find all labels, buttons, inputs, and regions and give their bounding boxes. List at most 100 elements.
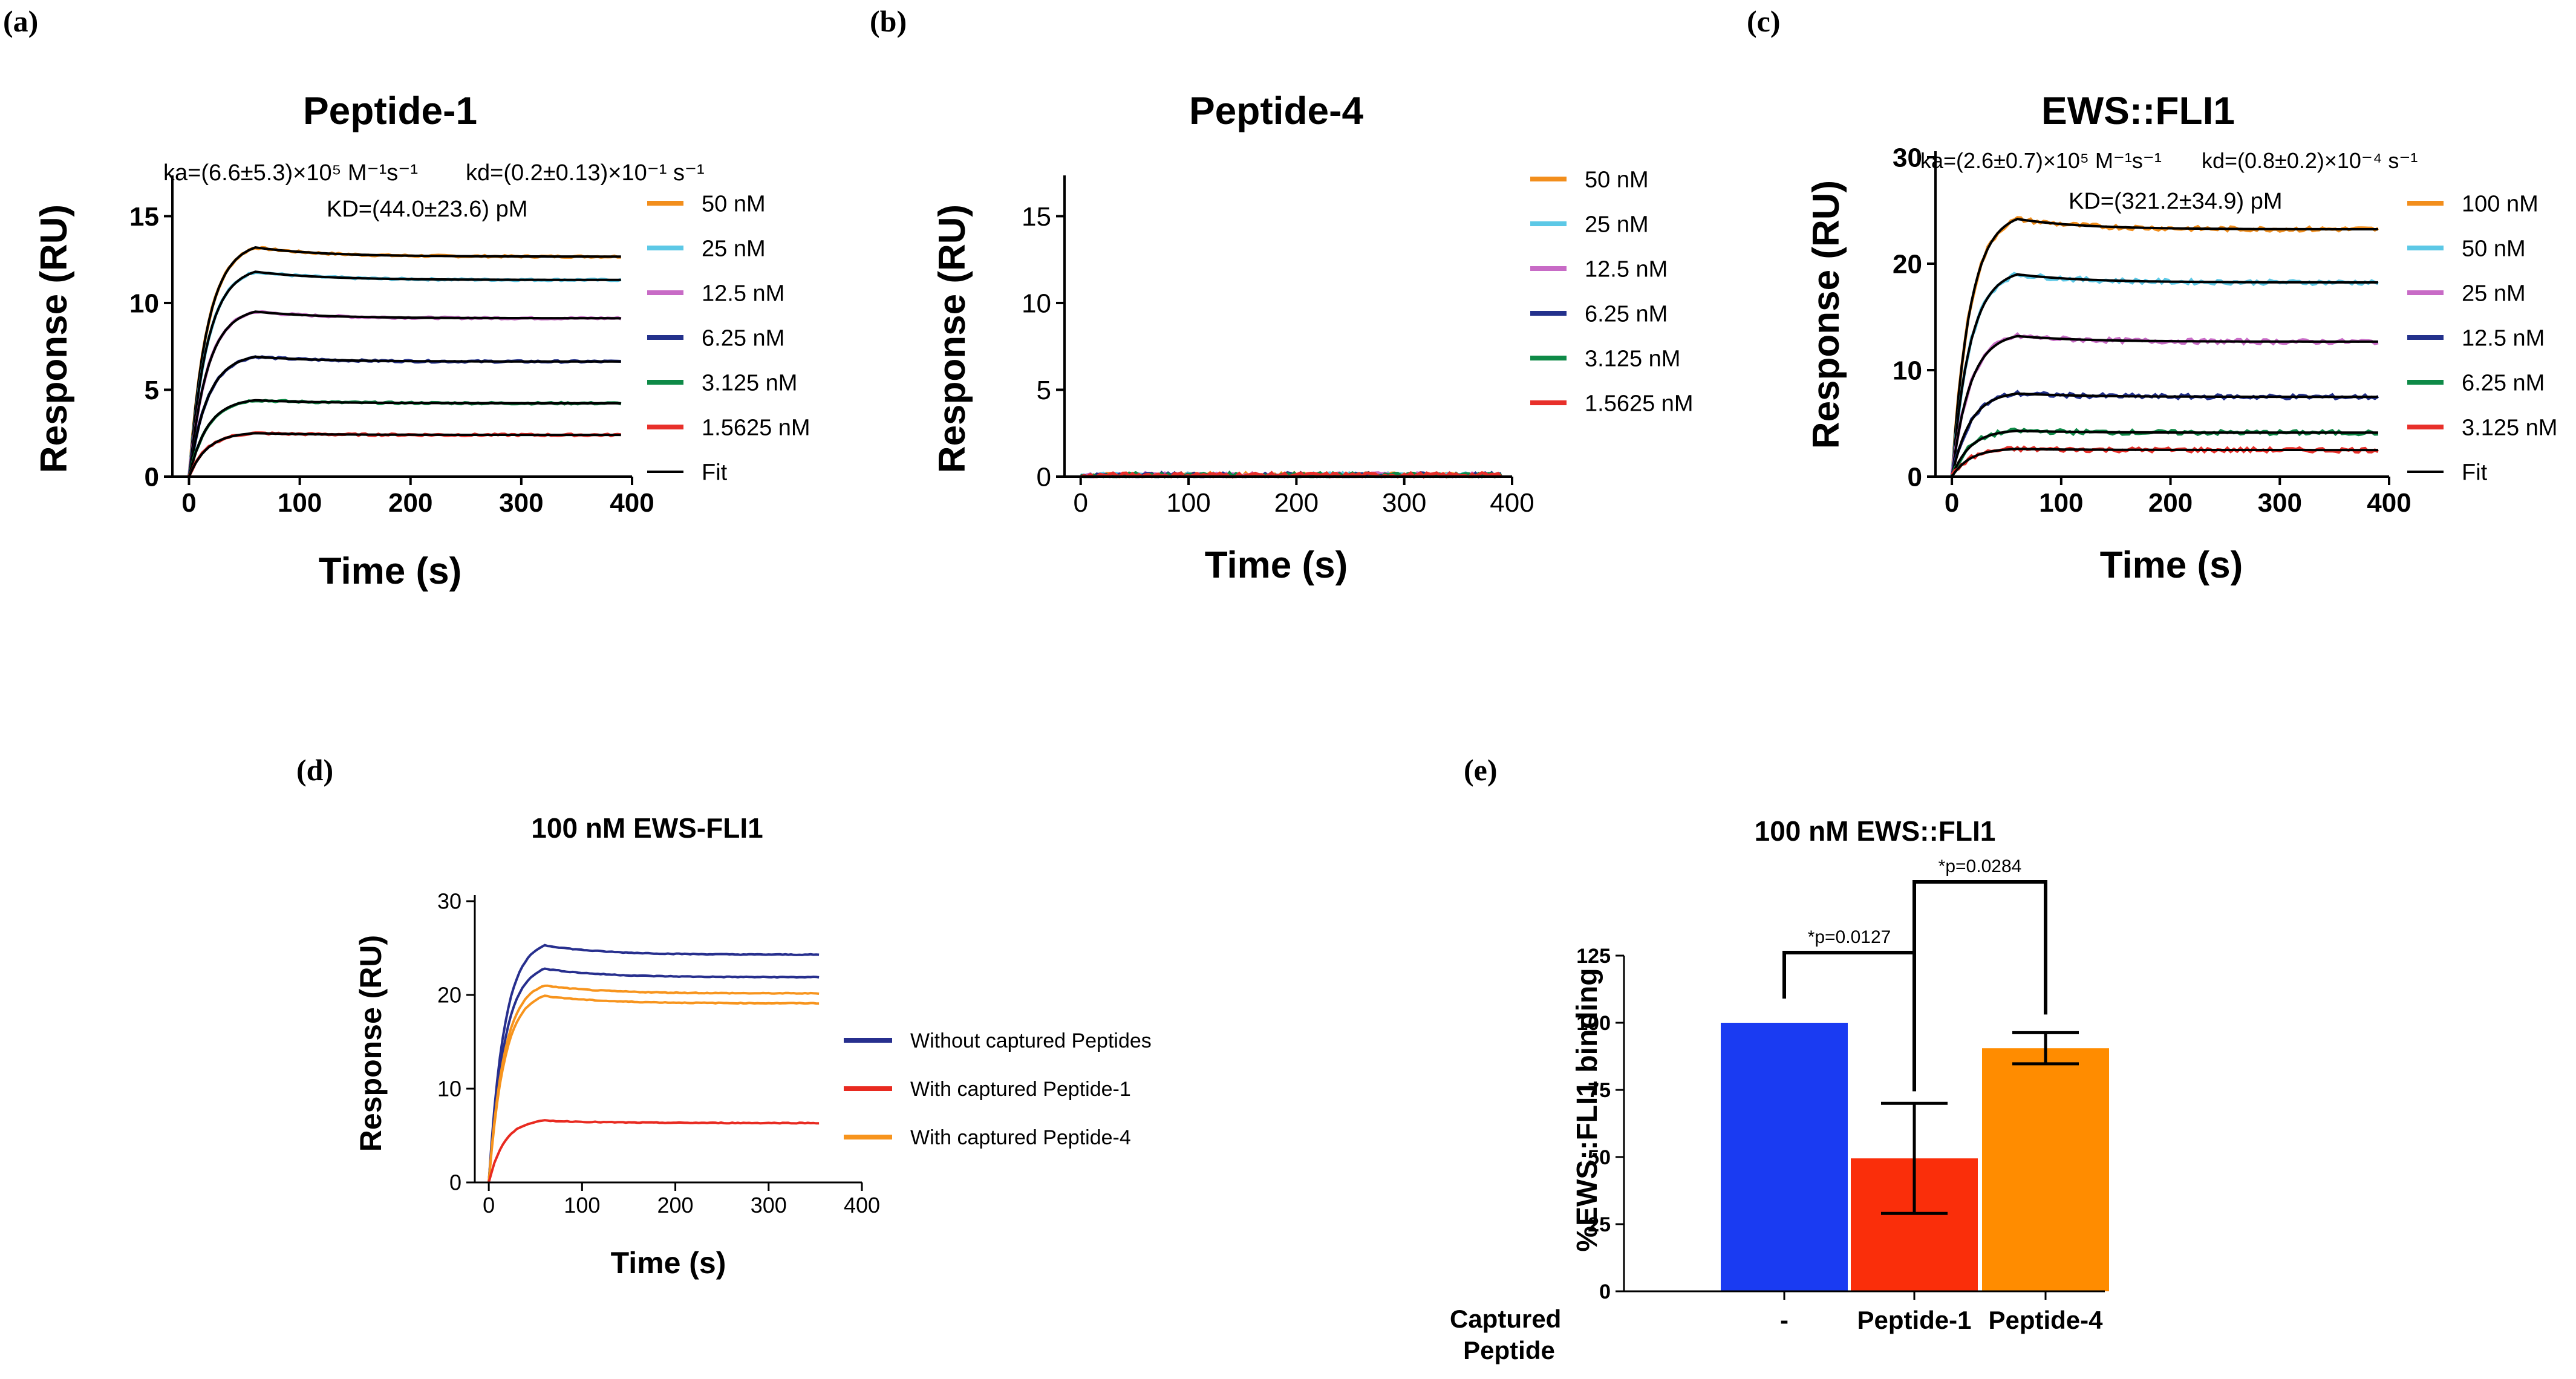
bar [1721,1023,1848,1291]
x-axis-label: Time (s) [611,1246,726,1280]
y-tick-label: 5 [1037,376,1051,405]
y-tick-label: 75 [1588,1079,1611,1102]
x-tick-label: 100 [2039,488,2083,518]
x-tick-label: 300 [499,488,543,518]
chart-title: EWS::FLI1 [2041,89,2235,132]
series-line [187,355,621,477]
chart-title: 100 nM EWS-FLI1 [531,812,763,844]
y-axis-label: %EWS::FLI1 binding [1571,968,1603,1251]
panel-label-a: (a) [3,4,38,38]
series-line [1950,332,2379,475]
y-tick-label: 25 [1588,1213,1611,1236]
fit-line [1951,448,2378,478]
legend-label: 1.5625 nM [702,415,810,440]
x-tick-label: 200 [657,1193,694,1218]
x-axis-label: Time (s) [319,550,462,592]
legend-label: 50 nM [1585,167,1649,192]
legend-label: With captured Peptide-4 [910,1126,1131,1149]
y-tick-label: 125 [1576,945,1611,968]
x-tick-label: 300 [751,1193,787,1218]
y-axis-label: Response (RU) [354,935,388,1152]
legend-label: With captured Peptide-1 [910,1078,1131,1101]
significance-label: *p=0.0127 [1808,927,1891,947]
legend-label: 50 nM [2462,236,2526,261]
series-line [187,431,622,477]
series-line [487,967,820,1182]
x-tick-label: 400 [1490,488,1534,518]
y-tick-label: 100 [1576,1012,1611,1035]
y-tick-label: 30 [1893,143,1922,172]
x-tick-label: 0 [181,488,196,518]
KD-annotation: KD=(44.0±23.6) pM [327,197,527,222]
significance-bracket [1912,880,2047,1092]
series-line [1950,216,2379,477]
fit-line [187,355,621,477]
panel-label-b: (b) [870,4,907,38]
panel-c-chart: EWS::FLI1 ka=(2.6±0.7)×10⁵ M⁻¹s⁻¹ kd=(0.… [1805,89,2557,586]
x-axis-label: Time (s) [1205,544,1348,586]
fit-line [1951,429,2378,477]
x-tick-label: 100 [278,488,322,518]
legend-label: 12.5 nM [2462,325,2545,351]
x-tick-label: 400 [844,1193,880,1218]
series-line [187,270,622,477]
panel-e-chart: 100 nM EWS::FLI1 %EWS::FLI1 binding Capt… [1450,815,2109,1364]
chart-title: Peptide-1 [303,89,477,132]
fit-line [187,399,621,477]
significance-label: *p=0.0284 [1939,856,2022,876]
panel-label-e: (e) [1464,753,1498,787]
x-tick-label: Peptide-1 [1857,1306,1971,1334]
fit-line [1951,392,2378,477]
series-line [487,984,820,1182]
x-tick-label: 0 [1074,488,1088,518]
y-tick-label: 30 [437,889,461,914]
y-axis-label: Response (RU) [931,204,973,473]
series-line [1951,445,2379,476]
legend-label: 25 nM [1585,212,1649,237]
x-axis-label-line1: Captured [1450,1305,1561,1333]
x-tick-label: 100 [564,1193,600,1218]
fit-line [187,246,621,477]
panel-b-chart: Peptide-4 Response (RU) Time (s) 0 100 200… [931,89,1694,586]
series-line [487,944,820,1183]
y-axis-label: Response (RU) [1805,180,1847,449]
x-tick-label: Peptide-4 [1988,1306,2103,1334]
legend-label: 6.25 nM [1585,301,1668,327]
fit-line [187,270,621,477]
series-line [1950,427,2379,477]
legend-label: 3.125 nM [702,370,797,396]
series-line [1950,272,2379,475]
legend-label: Without captured Peptides [910,1029,1152,1052]
panel-label-d: (d) [296,753,333,787]
y-tick-label: 10 [437,1077,461,1101]
x-tick-label: 100 [1166,488,1210,518]
y-tick-label: 5 [145,376,159,405]
legend-label: 6.25 nM [2462,370,2545,396]
kd-annotation: kd=(0.8±0.2)×10⁻⁴ s⁻¹ [2202,148,2418,173]
fit-line [1951,273,2378,477]
y-tick-label: 20 [1893,249,1922,279]
x-tick-label: 200 [1274,488,1319,518]
y-tick-label: 50 [1588,1146,1611,1169]
x-tick-label: 0 [483,1193,495,1218]
legend-label: 3.125 nM [1585,346,1680,371]
y-tick-label: 0 [1037,462,1051,492]
y-tick-label: 10 [129,289,159,318]
panel-label-c: (c) [1747,4,1781,38]
x-tick-label: 400 [610,488,654,518]
legend-label: 12.5 nM [702,281,784,306]
legend-label: 50 nM [702,191,766,217]
y-tick-label: 0 [1599,1280,1611,1303]
x-tick-label: - [1780,1306,1789,1334]
y-axis-label: Response (RU) [33,204,75,473]
x-tick-label: 200 [2148,488,2193,518]
legend-label: 25 nM [2462,281,2526,306]
y-tick-label: 0 [449,1170,461,1195]
legend-label: 1.5625 nM [1585,391,1694,416]
panel-d-chart: 100 nM EWS-FLI1 Response (RU) Time (s) 0… [354,812,1152,1280]
series-line [187,399,622,477]
legend-label: 25 nM [702,236,766,261]
legend-label: 100 nM [2462,191,2539,217]
fit-line [1951,218,2378,477]
x-tick-label: 300 [1382,488,1426,518]
